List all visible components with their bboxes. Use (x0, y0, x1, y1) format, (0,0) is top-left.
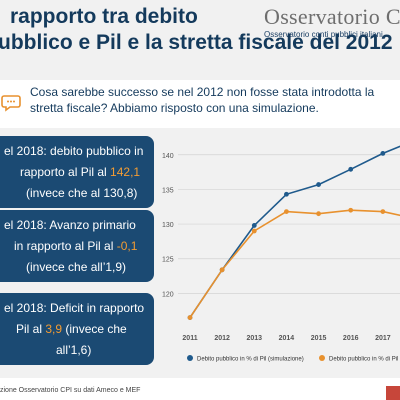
callout-text: rapporto al Pil al (20, 165, 111, 179)
title-line-2: ubblico e Pil e la stretta fiscale del 2… (0, 31, 393, 54)
callout-line: Pil al 3,9 (invece che (4, 319, 150, 340)
x-tick-label: 2014 (279, 335, 295, 342)
callout-value: 3,9 (45, 322, 63, 336)
title-line-1: rapporto tra debito (10, 5, 198, 28)
x-tick-label: 2011 (182, 335, 197, 342)
callout-value: 142,1 (110, 165, 141, 179)
callout-line: el 2018: Deficit in rapporto (4, 301, 145, 315)
data-point (348, 207, 354, 213)
legend-marker (187, 355, 193, 361)
callout-text: in rapporto al Pil al (14, 239, 117, 253)
x-tick-label: 2012 (214, 335, 230, 342)
data-point (316, 211, 321, 217)
callout-deficit: el 2018: Deficit in rapporto Pil al 3,9 … (0, 293, 154, 365)
source-note: zione Osservatorio CPI su dati Ameco e M… (0, 387, 141, 394)
data-point (219, 267, 225, 273)
brand-subtitle: Osservatorio conti pubblici italiani (264, 30, 383, 39)
y-tick-label: 120 (162, 291, 174, 298)
legend-marker (319, 355, 325, 361)
y-tick-label: 125 (162, 257, 174, 264)
footer-bar (0, 378, 400, 400)
data-point (380, 151, 386, 156)
x-tick-label: 2015 (311, 335, 327, 342)
callout-line: in rapporto al Pil al -0,1 (4, 236, 150, 257)
legend-label: Debito pubblico in % di Pil (simulazione… (197, 357, 304, 363)
data-point (284, 209, 289, 214)
data-point (380, 209, 386, 214)
callout-line: el 2018: Avanzo primario (4, 218, 136, 232)
callout-text: Pil al (16, 322, 46, 336)
data-point (251, 228, 257, 234)
y-tick-label: 140 (162, 153, 174, 160)
callout-text: (invece che (62, 322, 127, 336)
brand-name: Osservatorio C (264, 4, 400, 29)
question-bar: Cosa sarebbe successo se nel 2012 non fo… (0, 80, 400, 128)
callout-line: (invece che all’1,9) (26, 260, 127, 274)
x-tick-label: 2013 (246, 335, 262, 342)
data-point (284, 191, 289, 197)
question-text: Cosa sarebbe successo se nel 2012 non fo… (30, 85, 375, 115)
x-tick-label: 2016 (343, 335, 359, 342)
y-tick-label: 135 (162, 187, 174, 194)
callout-value: -0,1 (116, 239, 138, 253)
speech-bubble-icon (1, 92, 21, 112)
series-line (189, 145, 400, 319)
data-point (187, 315, 193, 321)
debt-chart: 120 125 130 135 140 2011 2012 2013 2014 2015 2016 2… (162, 145, 400, 363)
callout-line: rapporto al Pil al 142,1 (4, 162, 150, 183)
callout-line: all’1,6) (56, 343, 92, 357)
legend-label: Debito pubblico in % di Pil (329, 357, 398, 363)
callout-line: (invece che al 130,8) (26, 186, 138, 200)
callout-line: el 2018: debito pubblico in (4, 144, 144, 158)
callout-debito: el 2018: debito pubblico in rapporto al … (0, 136, 154, 208)
data-point (348, 166, 354, 172)
callout-avanzo: el 2018: Avanzo primario in rapporto al … (0, 210, 154, 282)
x-tick-label: 2017 (375, 335, 391, 342)
series-line (189, 209, 400, 319)
data-point (316, 182, 321, 187)
page-title: rapporto tra debito ubblico e Pil e la s… (0, 4, 398, 56)
y-tick-label: 130 (162, 222, 174, 229)
corner-mark (386, 386, 400, 400)
brand-logo: Osservatorio C Osservatorio conti pubbli… (264, 4, 400, 39)
data-point (251, 223, 257, 228)
